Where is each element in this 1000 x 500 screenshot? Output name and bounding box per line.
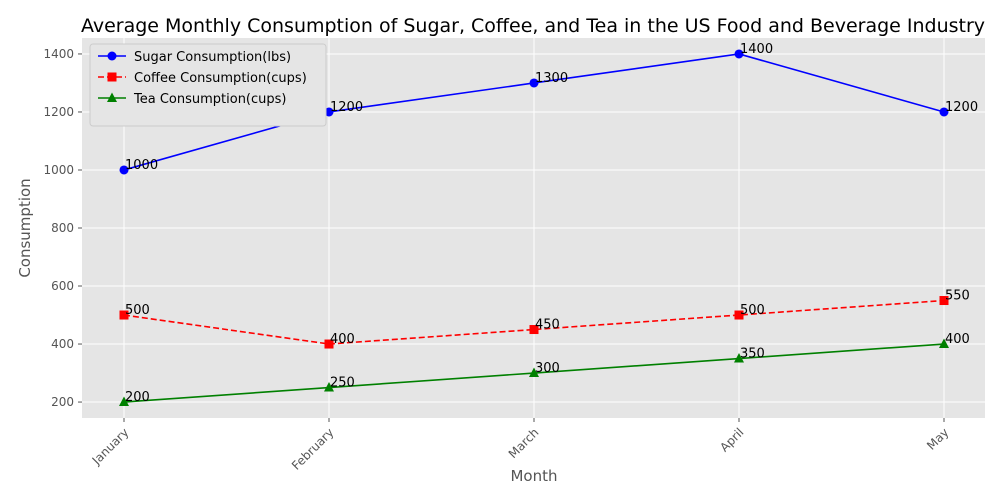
y-tick-label: 800	[51, 221, 74, 235]
marker-triangle	[119, 396, 129, 407]
data-label: 1000	[125, 158, 158, 173]
data-label: 350	[740, 347, 765, 362]
marker-triangle	[529, 367, 539, 378]
data-label: 400	[330, 332, 355, 347]
marker-triangle	[324, 382, 334, 392]
y-tick-label: 600	[51, 279, 74, 293]
marker-circle	[529, 78, 539, 88]
data-label: 250	[330, 376, 355, 391]
marker-triangle	[939, 338, 949, 349]
legend-box	[89, 43, 327, 127]
y-tick-label: 1200	[43, 105, 74, 119]
series-line	[123, 299, 945, 345]
data-label: 500	[125, 303, 150, 318]
data-labels: 1000 1200 1300 1400 1200 500 400 450 500 550 200 25…	[125, 42, 978, 405]
x-tick-label: February	[289, 425, 337, 473]
y-tick-label: 400	[51, 337, 74, 351]
data-label: 500	[740, 303, 765, 318]
marker-square	[119, 310, 129, 320]
legend: Sugar Consumption(lbs) Coffee Consumption…	[89, 43, 327, 127]
marker-circle	[734, 49, 744, 59]
marker-triangle	[107, 92, 117, 102]
legend-label: Tea Consumption(cups)	[133, 92, 286, 107]
data-label: 200	[125, 390, 150, 405]
data-label: 450	[535, 318, 560, 333]
legend-label: Sugar Consumption(lbs)	[134, 50, 291, 65]
marker-square	[324, 339, 334, 349]
x-tick-label: April	[717, 425, 746, 454]
data-label: 550	[945, 289, 970, 304]
y-tick-label: 200	[51, 395, 74, 409]
data-label: 300	[535, 361, 560, 376]
marker-square	[734, 310, 744, 320]
data-label: 1400	[740, 42, 773, 57]
marker-square	[939, 296, 949, 306]
marker-circle	[107, 51, 117, 61]
x-axis-title: Month	[510, 467, 557, 485]
marker-square	[529, 325, 539, 335]
marker-square	[107, 72, 117, 82]
y-axis-title: Consumption	[16, 178, 34, 277]
marker-circle	[939, 107, 949, 117]
data-label: 400	[945, 332, 970, 347]
legend-label: Coffee Consumption(cups)	[134, 71, 307, 86]
marker-triangle	[734, 353, 744, 363]
x-tick-label: May	[924, 425, 951, 452]
marker-circle	[119, 165, 129, 175]
y-tick-label: 1400	[43, 47, 74, 61]
x-tick-label: January	[89, 425, 132, 468]
data-label: 1300	[535, 71, 568, 86]
data-label: 1200	[330, 100, 363, 115]
marker-circle	[324, 107, 334, 117]
data-label: 1200	[945, 100, 978, 115]
y-tick-label: 1000	[43, 163, 74, 177]
chart-title: Average Monthly Consumption of Sugar, Co…	[81, 15, 985, 37]
series-markers	[119, 49, 949, 407]
x-tick-label: March	[506, 425, 542, 461]
